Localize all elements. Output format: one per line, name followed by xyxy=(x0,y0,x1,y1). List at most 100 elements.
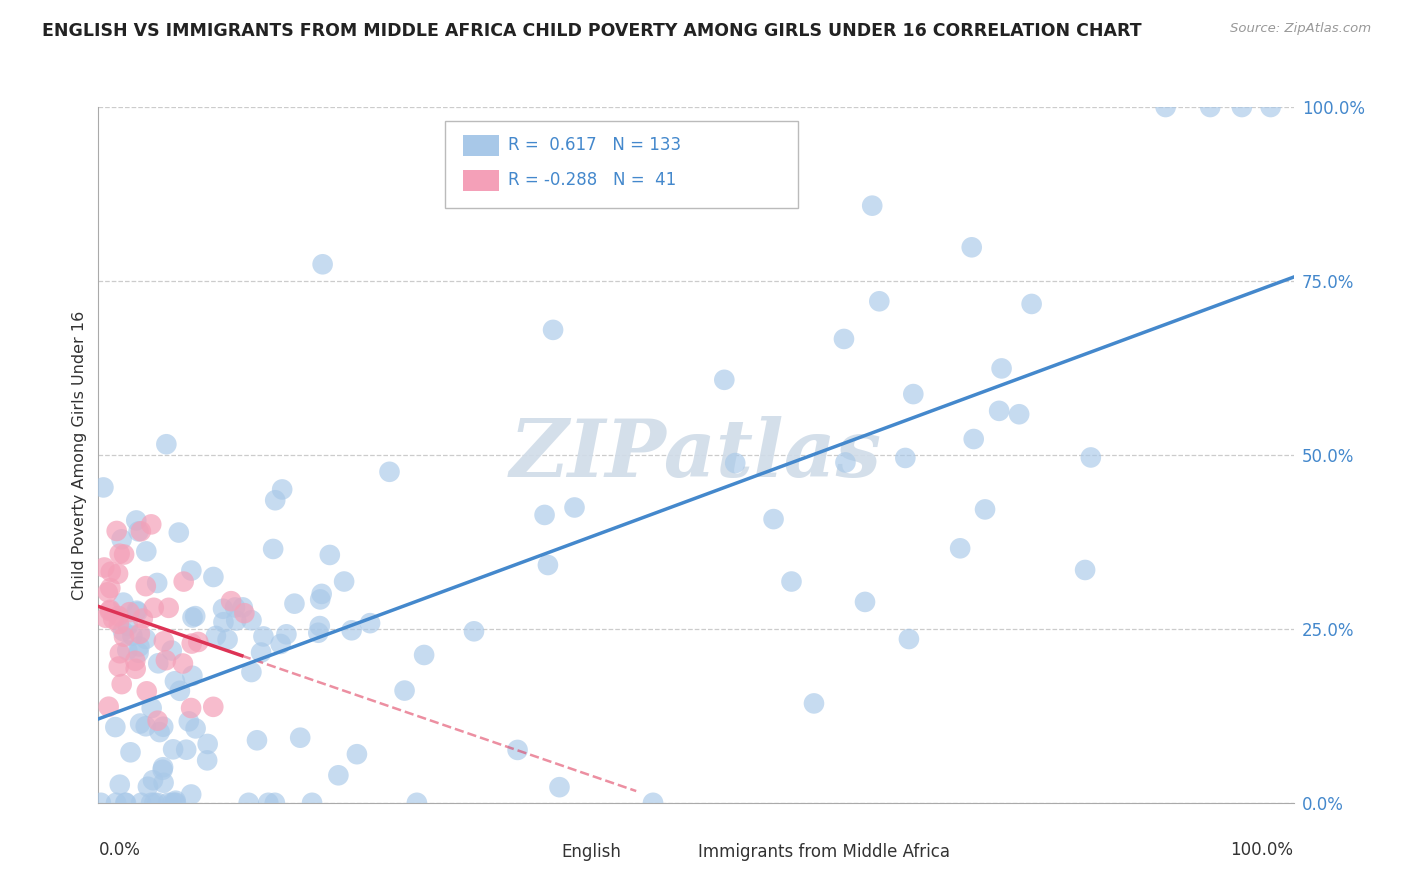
Point xyxy=(160,643,183,657)
Point xyxy=(195,753,218,767)
Point xyxy=(378,465,401,479)
Point xyxy=(219,594,242,608)
Point xyxy=(152,720,174,734)
Point xyxy=(413,648,436,662)
Point xyxy=(988,404,1011,418)
Point xyxy=(271,483,294,497)
Point xyxy=(187,635,209,649)
Point xyxy=(93,480,115,494)
Point xyxy=(780,574,803,589)
Point xyxy=(98,603,121,617)
Text: Source: ZipAtlas.com: Source: ZipAtlas.com xyxy=(1230,22,1371,36)
Point xyxy=(217,632,239,647)
Point xyxy=(224,600,246,615)
Point xyxy=(308,619,330,633)
Text: ZIPatlas: ZIPatlas xyxy=(510,417,882,493)
Point xyxy=(157,796,180,810)
Point xyxy=(1008,407,1031,421)
Text: ENGLISH VS IMMIGRANTS FROM MIDDLE AFRICA CHILD POVERTY AMONG GIRLS UNDER 16 CORR: ENGLISH VS IMMIGRANTS FROM MIDDLE AFRICA… xyxy=(42,22,1142,40)
Point xyxy=(108,547,131,561)
Point xyxy=(212,615,235,630)
Point xyxy=(724,456,747,470)
Point xyxy=(112,630,135,644)
Point xyxy=(112,548,135,562)
Point xyxy=(155,437,177,451)
Point xyxy=(463,624,485,639)
Point xyxy=(114,796,136,810)
Point xyxy=(162,796,184,810)
Point xyxy=(319,548,342,562)
Text: R =  0.617   N = 133: R = 0.617 N = 133 xyxy=(509,136,682,154)
Point xyxy=(311,587,333,601)
Point xyxy=(174,742,197,756)
Point xyxy=(1260,100,1282,114)
Point xyxy=(564,500,586,515)
Text: 100.0%: 100.0% xyxy=(1230,841,1294,859)
Point xyxy=(803,697,825,711)
Point xyxy=(127,605,149,619)
Point xyxy=(270,637,292,651)
Point xyxy=(180,636,202,650)
Point xyxy=(157,600,180,615)
Point xyxy=(232,600,254,615)
Point xyxy=(104,720,127,734)
Point xyxy=(100,565,122,579)
Point xyxy=(177,714,200,729)
Point xyxy=(98,581,121,595)
Point xyxy=(359,616,381,631)
Point xyxy=(202,699,225,714)
Point xyxy=(125,662,148,676)
FancyBboxPatch shape xyxy=(444,121,797,208)
Text: R = -0.288   N =  41: R = -0.288 N = 41 xyxy=(509,171,676,189)
Point xyxy=(152,763,174,777)
Point xyxy=(834,455,856,469)
Point xyxy=(111,677,134,691)
Point xyxy=(135,684,157,698)
Point xyxy=(128,640,150,654)
Point xyxy=(233,606,256,620)
Point xyxy=(142,600,165,615)
Point xyxy=(135,544,157,558)
Point xyxy=(117,619,139,633)
Point xyxy=(124,654,146,668)
Point xyxy=(135,632,157,646)
Point xyxy=(903,387,925,401)
Point xyxy=(276,627,298,641)
Point xyxy=(128,646,150,660)
Point xyxy=(262,541,284,556)
Point xyxy=(205,629,228,643)
Point xyxy=(118,605,141,619)
Point xyxy=(142,773,165,788)
Point xyxy=(394,683,416,698)
Point xyxy=(894,450,917,465)
Point xyxy=(173,574,195,589)
Point xyxy=(169,683,191,698)
Point xyxy=(105,796,128,810)
Point xyxy=(868,294,890,309)
Point xyxy=(897,632,920,646)
Point xyxy=(541,323,564,337)
Point xyxy=(152,776,174,790)
Point xyxy=(121,629,143,643)
Point xyxy=(129,796,152,810)
Point xyxy=(120,745,142,759)
Point xyxy=(149,725,172,739)
Point xyxy=(163,674,186,689)
Point xyxy=(853,595,876,609)
Point xyxy=(111,624,134,638)
Point xyxy=(197,737,219,751)
Point xyxy=(163,796,186,810)
Point xyxy=(240,613,263,627)
Point xyxy=(537,558,560,572)
Point xyxy=(141,796,163,810)
Point xyxy=(117,643,139,657)
Point xyxy=(180,788,202,802)
Point xyxy=(1154,100,1177,114)
Point xyxy=(307,625,329,640)
FancyBboxPatch shape xyxy=(529,845,555,860)
Point xyxy=(202,570,225,584)
Point xyxy=(225,614,247,628)
Point xyxy=(97,585,120,599)
Point xyxy=(283,597,305,611)
Point xyxy=(713,373,735,387)
